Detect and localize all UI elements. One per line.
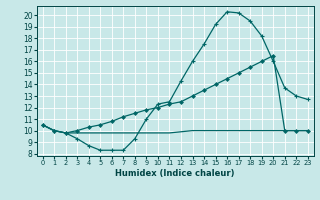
X-axis label: Humidex (Indice chaleur): Humidex (Indice chaleur) [116, 169, 235, 178]
